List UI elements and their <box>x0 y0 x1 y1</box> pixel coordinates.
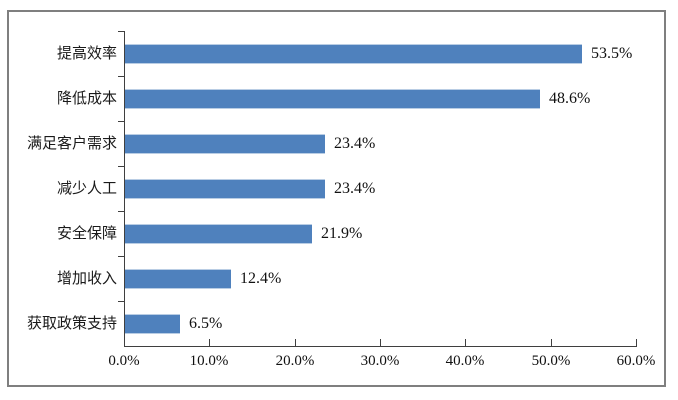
x-axis-tick-label: 30.0% <box>360 353 400 369</box>
bar <box>125 224 312 244</box>
x-axis-tick <box>209 339 210 346</box>
value-label: 48.6% <box>549 90 591 107</box>
y-axis-line <box>124 31 125 346</box>
y-axis-tick <box>118 211 124 212</box>
value-label: 21.9% <box>321 225 363 242</box>
y-axis-tick <box>118 121 124 122</box>
y-axis-tick <box>118 31 124 32</box>
x-axis-line <box>124 346 637 347</box>
x-axis-tick <box>295 339 296 346</box>
category-label: 获取政策支持 <box>26 315 117 332</box>
x-axis-tick <box>380 339 381 346</box>
category-label: 增加收入 <box>56 270 117 287</box>
x-axis-tick-label: 10.0% <box>189 353 229 369</box>
bar <box>125 44 582 64</box>
bar <box>125 269 231 289</box>
value-label: 23.4% <box>334 135 376 152</box>
value-label: 12.4% <box>240 270 282 287</box>
y-axis-tick <box>118 166 124 167</box>
x-axis-tick-label: 0.0% <box>108 353 140 369</box>
x-axis-tick-label: 40.0% <box>445 353 485 369</box>
y-axis-tick <box>118 256 124 257</box>
value-label: 23.4% <box>334 180 376 197</box>
y-axis-tick <box>118 76 124 77</box>
x-axis-tick-label: 50.0% <box>531 353 571 369</box>
x-axis-tick-label: 20.0% <box>275 353 315 369</box>
bar <box>125 89 540 109</box>
category-label: 满足客户需求 <box>26 135 117 152</box>
x-axis-tick <box>465 339 466 346</box>
x-axis-tick <box>551 339 552 346</box>
bar <box>125 314 180 334</box>
chart-frame <box>7 10 666 387</box>
category-label: 安全保障 <box>56 225 117 242</box>
x-axis-tick <box>636 339 637 346</box>
category-label: 减少人工 <box>56 180 117 197</box>
value-label: 53.5% <box>591 45 633 62</box>
value-label: 6.5% <box>189 315 223 332</box>
category-label: 降低成本 <box>56 90 117 107</box>
category-label: 提高效率 <box>56 45 117 62</box>
y-axis-tick <box>118 301 124 302</box>
x-axis-tick-label: 60.0% <box>616 353 656 369</box>
bar <box>125 134 325 154</box>
bar <box>125 179 325 199</box>
